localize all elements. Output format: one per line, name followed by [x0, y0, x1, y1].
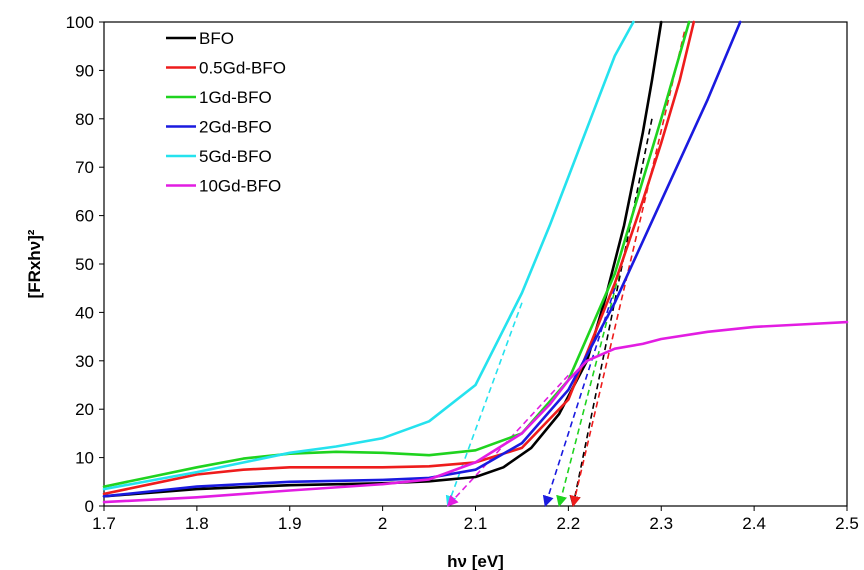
y-tick-label: 100 [66, 13, 94, 32]
y-tick-label: 30 [75, 352, 94, 371]
legend-label: BFO [199, 29, 234, 48]
y-tick-label: 0 [85, 497, 94, 516]
legend-label: 10Gd-BFO [199, 177, 281, 196]
y-tick-label: 10 [75, 449, 94, 468]
legend-label: 0.5Gd-BFO [199, 59, 286, 78]
x-tick-label: 2.1 [464, 514, 488, 533]
legend-label: 2Gd-BFO [199, 118, 272, 137]
x-tick-label: 1.9 [278, 514, 302, 533]
extrapolation-line [542, 287, 616, 508]
plot-area [103, 21, 848, 507]
y-tick-label: 50 [75, 255, 94, 274]
legend-label: 5Gd-BFO [199, 147, 272, 166]
series-line-10gd-bfo [102, 320, 849, 504]
y-tick-label: 80 [75, 110, 94, 129]
legend-label: 1Gd-BFO [199, 88, 272, 107]
extrapolation-line [569, 31, 686, 508]
series-line-2gd-bfo [102, 20, 742, 498]
y-tick-label: 40 [75, 303, 94, 322]
x-tick-label: 2 [378, 514, 387, 533]
y-tick-label: 70 [75, 158, 94, 177]
x-tick-label: 2.2 [557, 514, 581, 533]
plot-frame [103, 21, 848, 507]
series-line-bfo [102, 20, 663, 498]
x-tick-label: 2.4 [742, 514, 766, 533]
y-tick-label: 20 [75, 400, 94, 419]
series-line-5gd-bfo [102, 20, 635, 491]
x-axis-title: hν [eV] [447, 552, 504, 570]
series-lines [102, 20, 849, 504]
legend: BFO 0.5Gd-BFO 1Gd-BFO 2Gd-BFO 5Gd-BFO 10Gd-BF… [166, 29, 286, 196]
x-tick-label: 1.7 [92, 514, 116, 533]
extrapolation-line [556, 254, 625, 508]
x-tick-label: 2.5 [835, 514, 859, 533]
y-axis-title: [FRxhν]² [25, 229, 44, 298]
y-tick-label: 90 [75, 61, 94, 80]
x-tick-label: 2.3 [649, 514, 673, 533]
x-tick-label: 1.8 [185, 514, 209, 533]
x-axis: 1.7 1.8 1.9 2 2.1 2.2 2.3 2.4 2.5 [92, 506, 859, 533]
y-axis: 0 10 20 30 40 50 60 70 80 90 100 [66, 13, 104, 516]
series-line-1gd-bfo [102, 20, 691, 488]
y-tick-label: 60 [75, 207, 94, 226]
extrapolation-line [569, 118, 653, 508]
